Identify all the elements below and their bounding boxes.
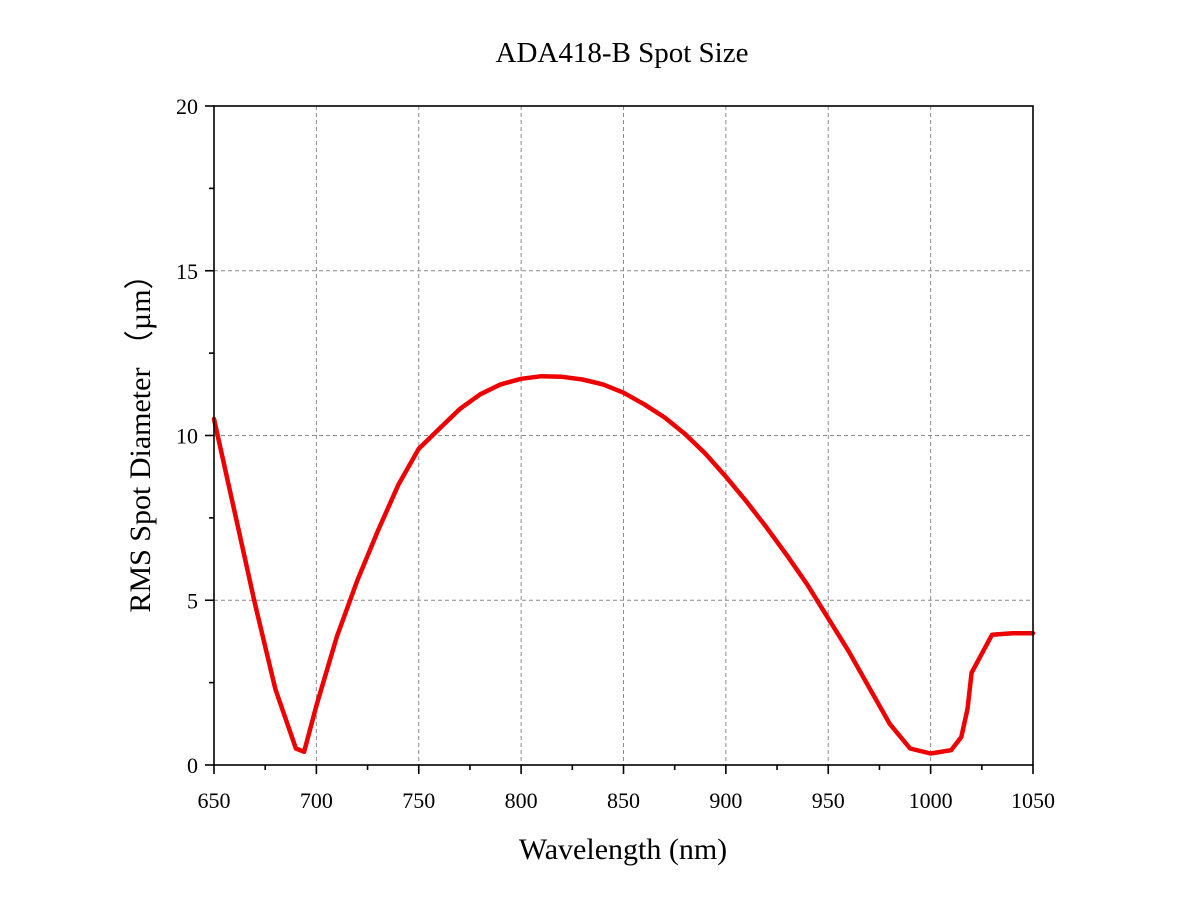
grid	[214, 106, 1033, 765]
chart-title: ADA418-B Spot Size	[496, 37, 749, 69]
axis-ticks	[205, 105, 1034, 774]
x-tick-label: 650	[198, 788, 231, 813]
x-tick-label: 750	[402, 788, 435, 813]
tick-labels: 650 700 750 800 850 900 950 1000 1050 0 5 10 15 20	[176, 94, 1055, 813]
plot-frame	[213, 105, 1034, 766]
y-axis-label: RMS Spot Diameter （µm）	[124, 259, 157, 612]
x-tick-label: 850	[607, 788, 640, 813]
x-axis-label: Wavelength (nm)	[519, 833, 727, 866]
x-tick-label: 800	[505, 788, 538, 813]
y-tick-label: 10	[176, 424, 198, 449]
series-layer	[211, 373, 1036, 756]
x-tick-label: 1000	[909, 788, 953, 813]
series-line	[211, 373, 1036, 756]
x-tick-label: 950	[812, 788, 845, 813]
y-tick-label: 0	[187, 753, 198, 778]
y-tick-label: 5	[187, 588, 198, 613]
x-tick-label: 1050	[1011, 788, 1055, 813]
x-tick-label: 900	[709, 788, 742, 813]
y-tick-label: 15	[176, 259, 198, 284]
y-tick-label: 20	[176, 94, 198, 119]
x-tick-label: 700	[300, 788, 333, 813]
